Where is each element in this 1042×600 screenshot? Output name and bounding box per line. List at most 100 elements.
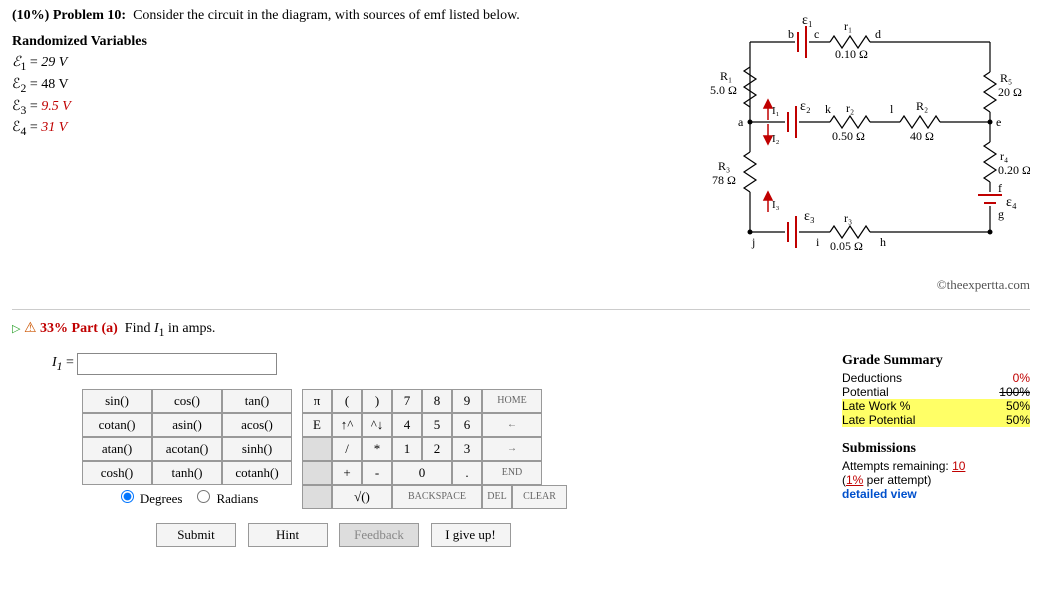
key-backspace[interactable]: BACKSPACE — [392, 485, 482, 509]
expand-icon[interactable]: ▷ — [12, 323, 20, 335]
grade-panel: Grade Summary Deductions0% Potential100%… — [822, 353, 1030, 547]
key-0[interactable]: 0 — [392, 461, 452, 485]
keypad: sin() cos() tan() cotan() asin() acos() … — [42, 389, 822, 547]
svg-text:0.50 Ω: 0.50 Ω — [832, 129, 865, 143]
mode-radians[interactable]: Radians — [192, 491, 258, 506]
exp-down[interactable]: ^↓ — [362, 413, 392, 437]
detailed-view-link[interactable]: detailed view — [842, 487, 1030, 501]
submit-button[interactable]: Submit — [156, 523, 236, 547]
paren-close[interactable]: ) — [362, 389, 392, 413]
key-dot[interactable]: . — [452, 461, 482, 485]
problem-number: Problem 10: — [53, 8, 126, 23]
warning-icon: ⚠ — [24, 321, 37, 336]
blank3 — [302, 485, 332, 509]
deductions-value: 0% — [1013, 371, 1030, 385]
svg-text:j: j — [751, 235, 755, 249]
var-e4: ℰ4 = 31 V — [12, 119, 650, 138]
key-del[interactable]: DEL — [482, 485, 512, 509]
op-block: π ( ) E ↑^ ^↓ / * — [302, 389, 392, 509]
problem-prompt: Consider the circuit in the diagram, wit… — [133, 8, 520, 23]
key-8[interactable]: 8 — [422, 389, 452, 413]
fn-acos[interactable]: acos() — [222, 413, 292, 437]
svg-text:ε₄: ε₄ — [1006, 195, 1017, 210]
deductions-label: Deductions — [842, 371, 902, 385]
const-e[interactable]: E — [302, 413, 332, 437]
answer-panel: I1 = sin() cos() tan() cotan() asin() ac… — [12, 353, 1030, 547]
fn-sin[interactable]: sin() — [82, 389, 152, 413]
op-mul[interactable]: * — [362, 437, 392, 461]
attempts-line: Attempts remaining: 10 — [842, 459, 1030, 473]
op-div[interactable]: / — [332, 437, 362, 461]
key-6[interactable]: 6 — [452, 413, 482, 437]
svg-text:0.10 Ω: 0.10 Ω — [835, 47, 868, 61]
var-e3: ℰ3 = 9.5 V — [12, 98, 650, 117]
answer-symbol: I1 = — [52, 355, 74, 373]
fn-cosh[interactable]: cosh() — [82, 461, 152, 485]
part-prompt: Find I1 in amps. — [125, 321, 216, 336]
key-2[interactable]: 2 — [422, 437, 452, 461]
hint-button[interactable]: Hint — [248, 523, 328, 547]
svg-text:20 Ω: 20 Ω — [998, 85, 1022, 99]
op-plus[interactable]: + — [332, 461, 362, 485]
fn-acotan[interactable]: acotan() — [152, 437, 222, 461]
nav-right[interactable]: → — [482, 437, 542, 461]
var-e2: ℰ2 = 48 V — [12, 76, 650, 95]
nav-home[interactable]: HOME — [482, 389, 542, 413]
key-5[interactable]: 5 — [422, 413, 452, 437]
svg-text:l: l — [890, 102, 894, 116]
fn-cotanh[interactable]: cotanh() — [222, 461, 292, 485]
exp-up[interactable]: ↑^ — [332, 413, 362, 437]
blank2 — [302, 461, 332, 485]
fn-cos[interactable]: cos() — [152, 389, 222, 413]
svg-text:f: f — [998, 181, 1002, 195]
part-a-row: ▷ ⚠ 33% Part (a) Find I1 in amps. — [12, 320, 1030, 339]
svg-text:78 Ω: 78 Ω — [712, 173, 736, 187]
svg-text:ε₃: ε₃ — [804, 209, 815, 224]
fn-block: sin() cos() tan() cotan() asin() acos() … — [82, 389, 292, 509]
svg-text:r₃: r₃ — [844, 211, 852, 225]
key-clear[interactable]: CLEAR — [512, 485, 567, 509]
giveup-button[interactable]: I give up! — [431, 523, 511, 547]
latework-value: 50% — [1006, 399, 1030, 413]
divider — [12, 309, 1030, 310]
var-e1: ℰ1 = 29 V — [12, 54, 650, 73]
fn-atan[interactable]: atan() — [82, 437, 152, 461]
fn-tanh[interactable]: tanh() — [152, 461, 222, 485]
svg-text:40 Ω: 40 Ω — [910, 129, 934, 143]
svg-text:ε₁: ε₁ — [802, 13, 813, 28]
nav-block: HOME ← → END DEL CLEAR — [482, 389, 567, 509]
svg-text:b: b — [788, 27, 794, 41]
svg-text:k: k — [825, 102, 831, 116]
circuit-diagram: ε₁ bcd r₁ 0.10 Ω R₁ 5.0 Ω R₅ 20 Ω a ε₂ I… — [690, 12, 1030, 267]
svg-text:R₃: R₃ — [718, 159, 730, 173]
fn-sinh[interactable]: sinh() — [222, 437, 292, 461]
paren-open[interactable]: ( — [332, 389, 362, 413]
fn-asin[interactable]: asin() — [152, 413, 222, 437]
nav-left[interactable]: ← — [482, 413, 542, 437]
problem-header-row: (10%) Problem 10: Consider the circuit i… — [12, 8, 1030, 293]
submissions-heading: Submissions — [842, 441, 1030, 457]
svg-text:R₅: R₅ — [1000, 71, 1012, 85]
key-7[interactable]: 7 — [392, 389, 422, 413]
op-minus[interactable]: - — [362, 461, 392, 485]
key-9[interactable]: 9 — [452, 389, 482, 413]
key-4[interactable]: 4 — [392, 413, 422, 437]
randomized-variables-heading: Randomized Variables — [12, 34, 650, 50]
const-pi[interactable]: π — [302, 389, 332, 413]
svg-text:R₁: R₁ — [720, 69, 732, 83]
svg-text:e: e — [996, 115, 1001, 129]
svg-text:r₁: r₁ — [844, 19, 852, 33]
answer-input[interactable] — [77, 353, 277, 375]
sqrt[interactable]: √() — [332, 485, 392, 509]
mode-degrees[interactable]: Degrees — [116, 491, 183, 506]
fn-tan[interactable]: tan() — [222, 389, 292, 413]
latepot-value: 50% — [1006, 413, 1030, 427]
potential-label: Potential — [842, 385, 889, 399]
potential-value: 100% — [999, 385, 1030, 399]
nav-end[interactable]: END — [482, 461, 542, 485]
angle-mode: Degrees Radians — [82, 487, 292, 507]
answer-row: I1 = — [52, 353, 822, 375]
key-3[interactable]: 3 — [452, 437, 482, 461]
key-1[interactable]: 1 — [392, 437, 422, 461]
fn-cotan[interactable]: cotan() — [82, 413, 152, 437]
